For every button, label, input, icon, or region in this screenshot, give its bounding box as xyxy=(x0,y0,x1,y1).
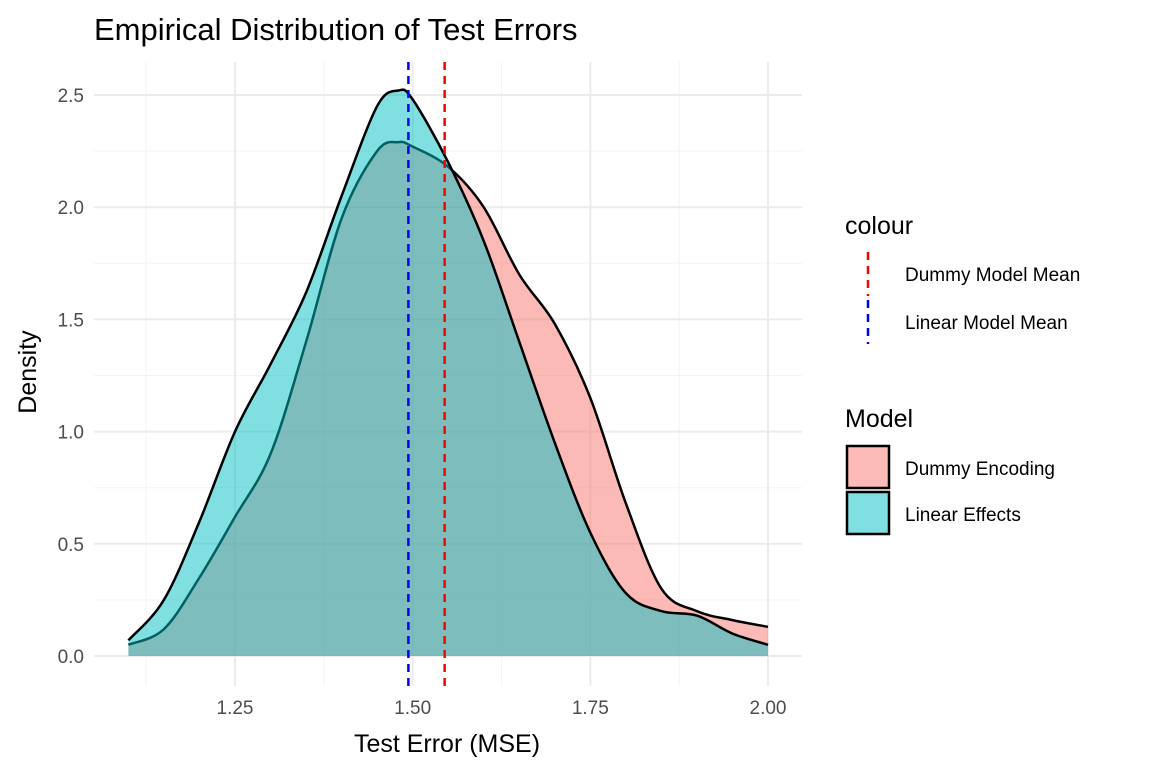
model-legend-label: Dummy Encoding xyxy=(905,459,1055,480)
colour-legend: colour Dummy Model Mean Linear Model Mean xyxy=(845,212,1080,344)
model-legend-key xyxy=(845,444,891,490)
x-tick-label: 1.75 xyxy=(572,698,609,719)
model-legend-title: Model xyxy=(845,405,913,433)
model-legend-key xyxy=(845,490,891,536)
density-outline-linear-effects xyxy=(127,88,769,646)
y-tick-label: 0.0 xyxy=(58,647,84,668)
density-area-linear-effects xyxy=(128,89,768,656)
x-tick-labels: 1.25 1.50 1.75 2.00 xyxy=(217,698,787,719)
model-legend: Model Dummy Encoding Linear Effects xyxy=(845,405,1055,536)
colour-legend-label: Dummy Model Mean xyxy=(905,265,1080,286)
y-tick-labels: 0.0 0.5 1.0 1.5 2.0 2.5 xyxy=(58,86,84,668)
density-areas xyxy=(127,88,769,656)
y-tick-label: 2.5 xyxy=(58,86,84,107)
y-axis-title: Density xyxy=(14,330,42,414)
mean-lines xyxy=(407,62,446,686)
model-legend-label: Linear Effects xyxy=(905,505,1021,526)
chart-title: Empirical Distribution of Test Errors xyxy=(94,12,578,47)
x-tick-label: 1.50 xyxy=(394,698,431,719)
y-tick-label: 1.5 xyxy=(58,310,84,331)
y-tick-label: 2.0 xyxy=(58,198,84,219)
x-tick-label: 2.00 xyxy=(750,698,787,719)
colour-legend-label: Linear Model Mean xyxy=(905,313,1068,334)
x-axis-title: Test Error (MSE) xyxy=(354,730,540,758)
y-tick-label: 0.5 xyxy=(58,535,84,556)
x-tick-label: 1.25 xyxy=(217,698,254,719)
y-tick-label: 1.0 xyxy=(58,423,84,444)
colour-legend-title: colour xyxy=(845,212,913,240)
